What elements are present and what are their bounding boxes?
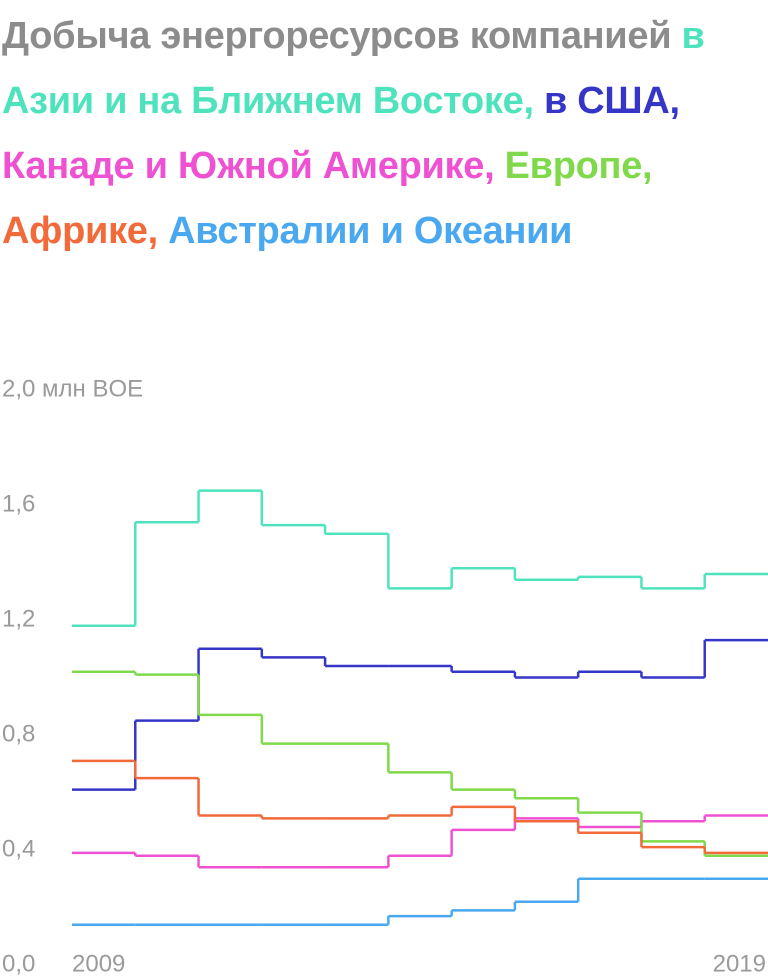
y-tick-label: 1,6 — [2, 490, 35, 517]
series-label: Африке, — [2, 210, 158, 252]
series-label: Европе, — [504, 145, 653, 187]
y-tick-label: 0,0 — [2, 950, 35, 977]
series-label: в Азии и на Ближнем Востоке, — [2, 15, 705, 122]
series-label: Канаде и Южной Америке, — [2, 145, 495, 187]
y-tick-label: 2,0 млн BOE — [2, 375, 143, 402]
x-tick-label: 2009 — [72, 950, 125, 977]
series-label: Австралии и Океании — [168, 210, 573, 252]
chart-title-block: Добыча энергоресурсов компанией в Азии и… — [2, 4, 766, 264]
chart-title: Добыча энергоресурсов компанией — [2, 15, 672, 57]
series-label: в США, — [543, 80, 680, 122]
x-tick-label: 2019 — [713, 950, 766, 977]
y-tick-label: 0,4 — [2, 835, 35, 862]
y-tick-label: 0,8 — [2, 720, 35, 747]
y-tick-label: 1,2 — [2, 605, 35, 632]
